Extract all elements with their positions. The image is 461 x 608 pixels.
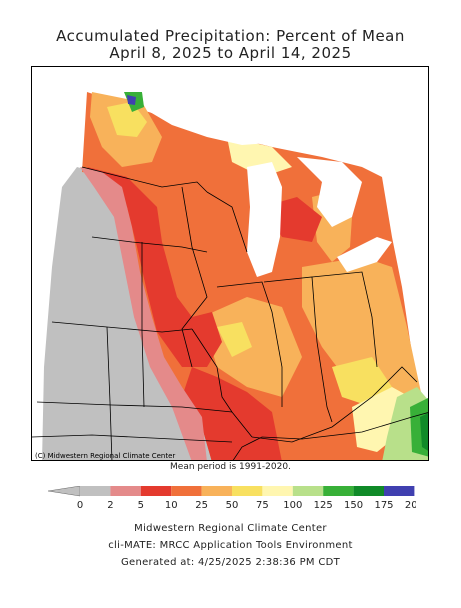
legend-tick-label: 100 <box>283 500 302 511</box>
mean-period-note: Mean period is 1991-2020. <box>170 462 291 472</box>
legend-tick-label: 10 <box>165 500 178 511</box>
color-legend: 02510255075100125150175200 <box>47 486 416 511</box>
map-credit: (C) Midwestern Regional Climate Center <box>35 452 175 460</box>
lake-michigan <box>247 162 282 277</box>
legend-swatch <box>140 486 172 496</box>
footer-organization: Midwestern Regional Climate Center <box>134 523 327 534</box>
legend-tick-label: 0 <box>77 500 83 511</box>
legend-tick-label: 75 <box>256 500 269 511</box>
legend-swatch <box>292 486 324 496</box>
legend-arrow <box>47 486 81 497</box>
legend-swatch <box>323 486 354 496</box>
legend-swatch <box>353 486 384 496</box>
state-borders <box>32 166 428 460</box>
legend-swatch <box>384 486 415 496</box>
footer-application: cli-MATE: MRCC Application Tools Environ… <box>108 540 353 551</box>
region-2-5pct-band <box>80 167 207 460</box>
legend-tick-label: 125 <box>314 500 333 511</box>
precipitation-map: (C) Midwestern Regional Climate Center <box>31 66 429 461</box>
canada-north <box>172 67 428 197</box>
region-75-100pct-upmi <box>227 137 292 177</box>
region-175-200pct-north <box>127 95 136 105</box>
map-title: Accumulated Precipitation: Percent of Me… <box>56 27 405 45</box>
legend-swatch <box>110 486 141 496</box>
lake-erie <box>337 237 392 272</box>
legend-tick-label: 150 <box>344 500 363 511</box>
region-50-75pct-mid <box>217 322 252 357</box>
region-150-175pct-se <box>420 413 428 451</box>
region-50-75pct-north <box>107 102 147 137</box>
legend-swatch <box>171 486 202 496</box>
region-5-10pct-band-south <box>182 367 282 460</box>
map-canvas: (C) Midwestern Regional Climate Center <box>32 67 428 460</box>
legend-swatch <box>201 486 232 496</box>
footer-generated-time: Generated at: 4/25/2025 2:38:36 PM CDT <box>120 557 341 568</box>
legend-tick-label: 175 <box>374 500 393 511</box>
legend-swatch <box>80 486 111 496</box>
legend-tick-label: 2 <box>107 500 113 511</box>
region-5-10pct-band-west <box>87 167 222 367</box>
legend-tick-label: 5 <box>138 500 144 511</box>
legend-tick-label: 25 <box>195 500 208 511</box>
lake-huron <box>297 157 362 227</box>
legend-swatch <box>262 486 293 496</box>
map-date-range: April 8, 2025 to April 14, 2025 <box>109 44 352 62</box>
legend-tick-label: 200 <box>405 500 416 511</box>
legend-swatch <box>232 486 263 496</box>
legend-tick-label: 50 <box>226 500 239 511</box>
